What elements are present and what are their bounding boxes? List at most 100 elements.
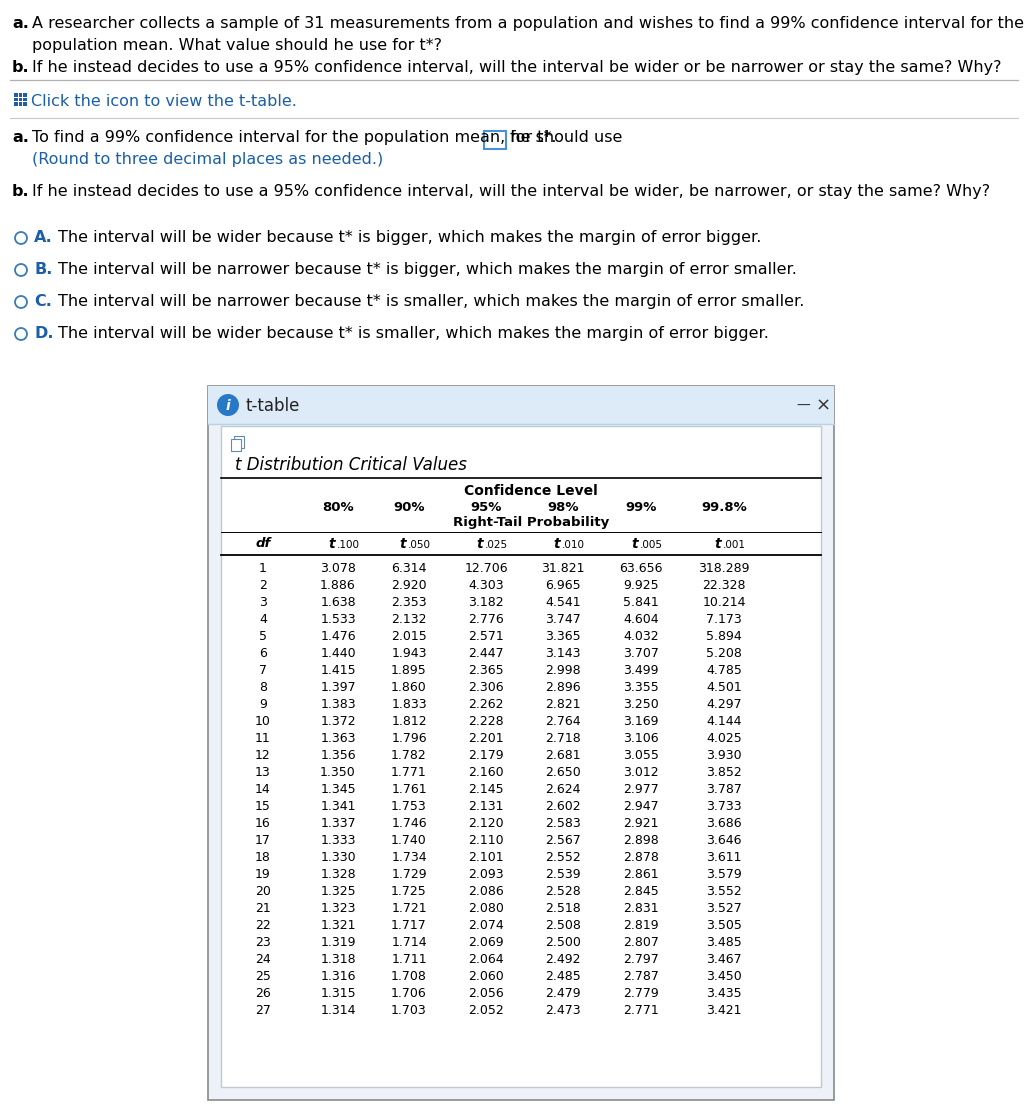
Text: 2.977: 2.977 xyxy=(623,783,659,796)
Text: 1.337: 1.337 xyxy=(320,817,356,830)
Text: D.: D. xyxy=(34,326,53,341)
Text: 99%: 99% xyxy=(625,501,657,514)
Text: 5.208: 5.208 xyxy=(706,647,742,660)
Text: 1.319: 1.319 xyxy=(321,936,356,949)
Text: 12: 12 xyxy=(255,749,270,761)
Text: t: t xyxy=(631,537,638,551)
Text: A.: A. xyxy=(34,230,52,245)
Text: 3: 3 xyxy=(259,596,267,609)
Text: 20: 20 xyxy=(255,885,271,898)
Text: 2.015: 2.015 xyxy=(391,630,427,643)
Text: 1.321: 1.321 xyxy=(321,919,356,932)
Text: 1.812: 1.812 xyxy=(392,715,427,728)
Text: t: t xyxy=(400,537,406,551)
Text: 2.086: 2.086 xyxy=(468,885,504,898)
Text: 2.179: 2.179 xyxy=(468,749,504,761)
Text: 22: 22 xyxy=(255,919,270,932)
Text: 1.476: 1.476 xyxy=(320,630,356,643)
Text: If he instead decides to use a 95% confidence interval, will the interval be wid: If he instead decides to use a 95% confi… xyxy=(32,60,1001,75)
Text: 1.725: 1.725 xyxy=(391,885,427,898)
Text: 1.325: 1.325 xyxy=(320,885,356,898)
Text: 1.350: 1.350 xyxy=(320,766,356,779)
Text: 3.733: 3.733 xyxy=(706,800,742,813)
Text: 3.686: 3.686 xyxy=(706,817,742,830)
Bar xyxy=(24,102,27,105)
Text: 1.706: 1.706 xyxy=(391,987,427,1000)
Text: 1.796: 1.796 xyxy=(392,731,427,745)
Text: 1.734: 1.734 xyxy=(392,851,427,864)
Text: 3.355: 3.355 xyxy=(623,682,659,694)
Text: 1.886: 1.886 xyxy=(320,579,356,592)
Text: 16: 16 xyxy=(255,817,270,830)
Text: 5: 5 xyxy=(259,630,267,643)
Text: 3.421: 3.421 xyxy=(706,1005,742,1017)
Text: The interval will be wider because t* is smaller, which makes the margin of erro: The interval will be wider because t* is… xyxy=(58,326,769,341)
Text: 3.450: 3.450 xyxy=(706,970,742,983)
Text: 3.527: 3.527 xyxy=(706,902,742,915)
Text: 1.363: 1.363 xyxy=(321,731,356,745)
Text: 2.807: 2.807 xyxy=(623,936,659,949)
Bar xyxy=(234,436,244,448)
Text: 9: 9 xyxy=(259,698,267,712)
Text: t: t xyxy=(477,537,483,551)
Text: The interval will be narrower because t* is bigger, which makes the margin of er: The interval will be narrower because t*… xyxy=(58,262,797,278)
Text: 1.708: 1.708 xyxy=(391,970,427,983)
Text: 3.707: 3.707 xyxy=(623,647,659,660)
Text: 2.052: 2.052 xyxy=(468,1005,504,1017)
Text: 21: 21 xyxy=(255,902,270,915)
Text: 2.650: 2.650 xyxy=(545,766,581,779)
Text: i: i xyxy=(225,398,230,413)
Text: 3.055: 3.055 xyxy=(623,749,659,761)
Text: 2.080: 2.080 xyxy=(468,902,504,915)
Text: 3.930: 3.930 xyxy=(706,749,742,761)
Text: 1.895: 1.895 xyxy=(391,664,427,677)
Text: 1.415: 1.415 xyxy=(320,664,356,677)
Text: 2.861: 2.861 xyxy=(623,868,659,881)
Text: population mean. What value should he use for t*?: population mean. What value should he us… xyxy=(32,38,442,53)
Text: 3.012: 3.012 xyxy=(623,766,659,779)
Text: .050: .050 xyxy=(408,539,431,549)
Text: .001: .001 xyxy=(723,539,746,549)
Bar xyxy=(14,102,17,105)
Text: 1.703: 1.703 xyxy=(391,1005,427,1017)
Text: 2.500: 2.500 xyxy=(545,936,581,949)
Text: 2.602: 2.602 xyxy=(545,800,581,813)
Bar xyxy=(484,131,506,149)
Text: 3.250: 3.250 xyxy=(623,698,659,712)
Text: 2.779: 2.779 xyxy=(623,987,659,1000)
Bar xyxy=(24,93,27,97)
Text: .005: .005 xyxy=(640,539,663,549)
Text: 2.365: 2.365 xyxy=(468,664,504,677)
Text: The interval will be wider because t* is bigger, which makes the margin of error: The interval will be wider because t* is… xyxy=(58,230,762,245)
Text: 3.435: 3.435 xyxy=(706,987,742,1000)
Text: 1.328: 1.328 xyxy=(320,868,356,881)
Text: 1.397: 1.397 xyxy=(320,682,356,694)
Text: 3.852: 3.852 xyxy=(706,766,742,779)
Text: 1.440: 1.440 xyxy=(320,647,356,660)
Text: 1.761: 1.761 xyxy=(392,783,427,796)
Text: B.: B. xyxy=(34,262,52,278)
Text: 3.552: 3.552 xyxy=(706,885,742,898)
Text: 1.753: 1.753 xyxy=(391,800,427,813)
Text: 11: 11 xyxy=(255,731,270,745)
Text: 4.785: 4.785 xyxy=(706,664,742,677)
Text: The interval will be narrower because t* is smaller, which makes the margin of e: The interval will be narrower because t*… xyxy=(58,294,804,309)
Bar xyxy=(14,98,17,101)
Text: 1.372: 1.372 xyxy=(320,715,356,728)
Text: 3.499: 3.499 xyxy=(623,664,659,677)
Text: 99.8%: 99.8% xyxy=(701,501,747,514)
Text: t: t xyxy=(714,537,722,551)
Text: 7.173: 7.173 xyxy=(706,613,742,626)
Text: 80%: 80% xyxy=(322,501,354,514)
Text: b.: b. xyxy=(12,184,30,199)
Text: 3.747: 3.747 xyxy=(545,613,581,626)
Text: 2.771: 2.771 xyxy=(623,1005,659,1017)
Text: Click the icon to view the t-table.: Click the icon to view the t-table. xyxy=(31,94,297,109)
Text: 3.182: 3.182 xyxy=(468,596,504,609)
Bar xyxy=(19,93,23,97)
Circle shape xyxy=(15,296,27,307)
Text: 1.318: 1.318 xyxy=(320,953,356,966)
Text: 6.314: 6.314 xyxy=(392,562,427,575)
Text: 2.306: 2.306 xyxy=(468,682,504,694)
Bar xyxy=(19,102,23,105)
